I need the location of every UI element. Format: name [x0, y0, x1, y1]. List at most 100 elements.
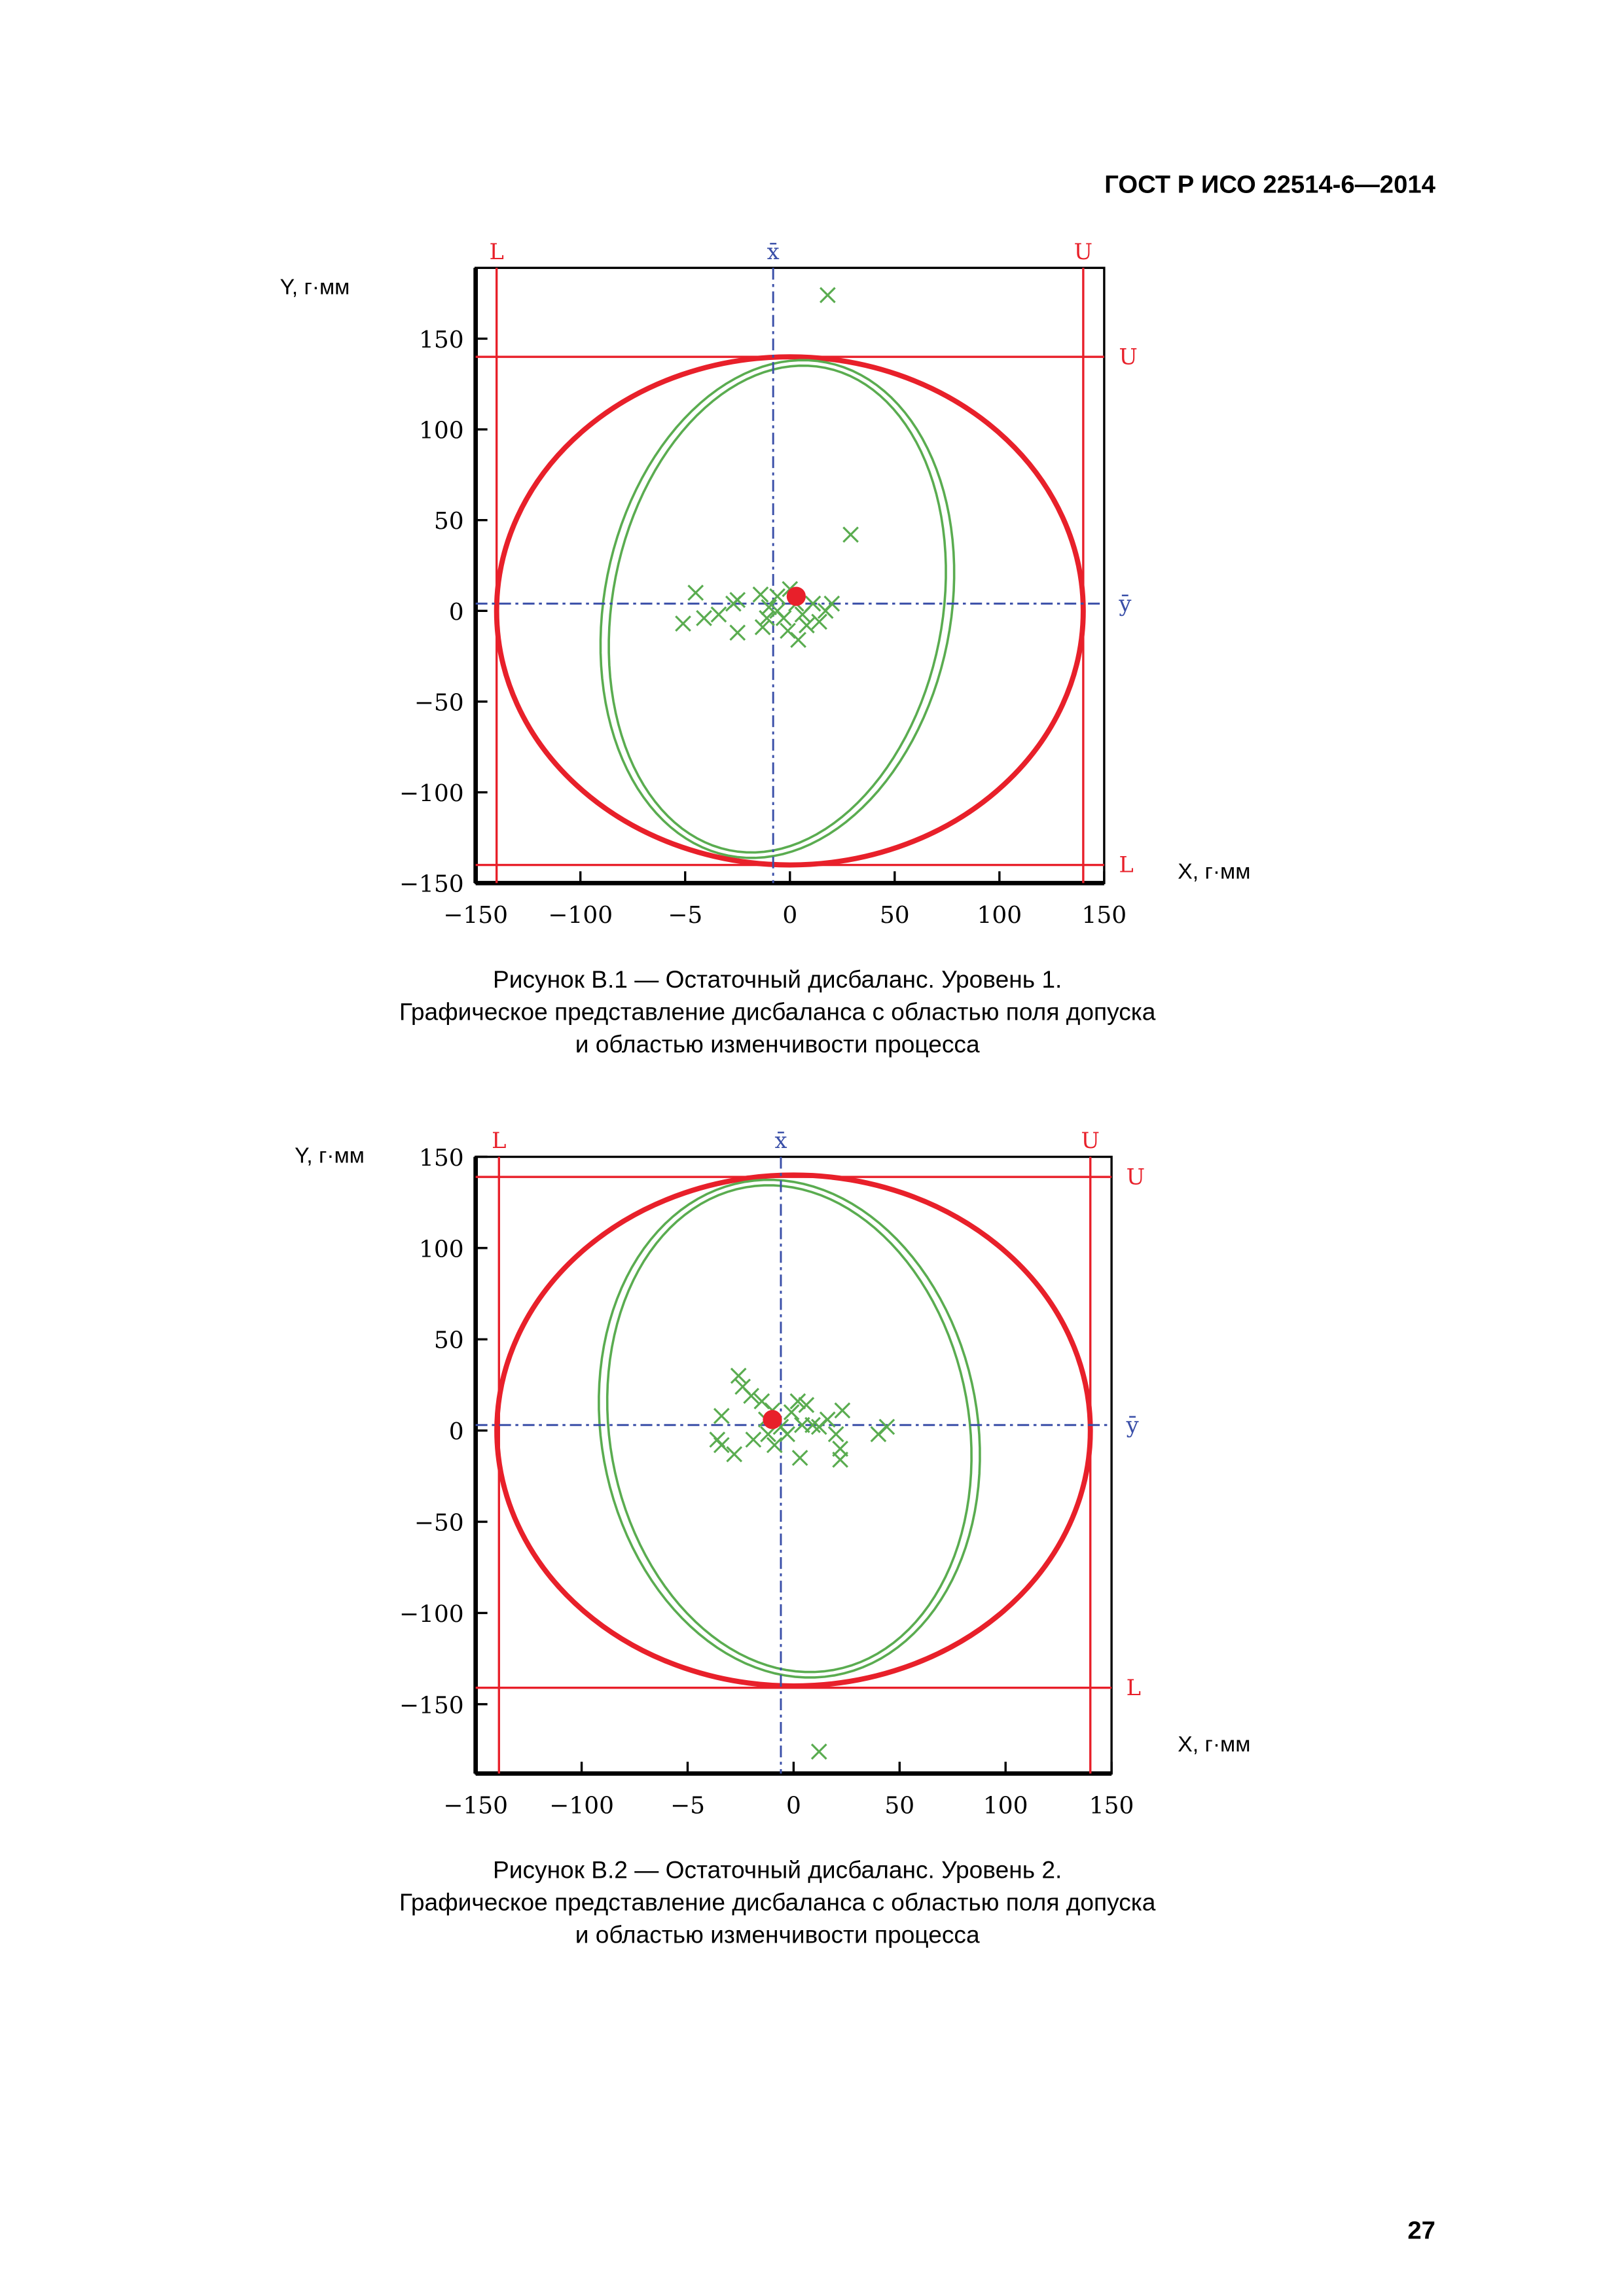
- process-ellipse: [607, 364, 947, 854]
- point-stroke: [783, 1404, 800, 1421]
- tolerance-ellipse: [494, 354, 1086, 868]
- header-title: ГОСТ Р ИСО 22514-6—2014: [1104, 171, 1435, 199]
- point-stroke: [687, 584, 704, 601]
- mean-point: [763, 1410, 782, 1429]
- point: [780, 622, 796, 639]
- point: [730, 1367, 747, 1384]
- point: [798, 1397, 815, 1413]
- point-stroke: [791, 1450, 808, 1466]
- point-stroke: [729, 624, 746, 641]
- point-stroke: [832, 1451, 848, 1468]
- x-tick-label: −150: [443, 902, 508, 929]
- point: [713, 1437, 730, 1454]
- limit-label: U: [1074, 239, 1092, 264]
- point-stroke: [798, 1397, 815, 1413]
- figure-caption: Рисунок В.1 — Остаточный дисбаланс. Уров…: [493, 965, 1062, 993]
- y-tick-label: 100: [419, 418, 464, 444]
- x-tick-label: 0: [782, 902, 797, 929]
- y-tick-label: 50: [434, 1327, 464, 1354]
- point-stroke: [752, 586, 769, 603]
- mean-label: ȳ: [1126, 1412, 1139, 1438]
- point-stroke: [766, 1437, 783, 1454]
- mean-label: x̄: [774, 1128, 787, 1153]
- limit-label: L: [489, 239, 503, 264]
- point: [804, 595, 821, 612]
- point-stroke: [710, 606, 727, 623]
- point-stroke: [811, 613, 827, 630]
- figure-caption: Рисунок В.2 — Остаточный дисбаланс. Уров…: [493, 1856, 1062, 1883]
- point-stroke: [753, 1393, 770, 1410]
- point: [832, 1451, 848, 1468]
- point: [820, 287, 836, 304]
- point: [745, 1431, 762, 1448]
- page-number: 27: [1407, 2216, 1435, 2244]
- point: [766, 1437, 783, 1454]
- figure-caption: Графическое представление дисбаланса с о…: [399, 1888, 1156, 1916]
- point: [696, 610, 712, 626]
- point-stroke: [745, 1431, 762, 1448]
- mean-point: [786, 586, 806, 606]
- point-stroke: [675, 615, 691, 632]
- limit-label: U: [1081, 1128, 1100, 1153]
- point: [769, 588, 785, 605]
- point-stroke: [834, 1402, 851, 1419]
- point: [834, 1402, 851, 1419]
- point-stroke: [713, 1437, 730, 1454]
- point-stroke: [775, 610, 792, 626]
- point: [754, 619, 771, 636]
- x-tick-label: 100: [983, 1792, 1028, 1819]
- limit-label: L: [1119, 852, 1133, 878]
- point: [810, 1743, 827, 1760]
- point: [811, 613, 827, 630]
- y-tick-label: 150: [419, 1145, 464, 1172]
- point: [783, 1404, 800, 1421]
- point-stroke: [759, 610, 775, 626]
- point-stroke: [761, 599, 778, 616]
- point-stroke: [782, 581, 799, 598]
- point-stroke: [779, 1426, 796, 1443]
- point-stroke: [696, 610, 712, 626]
- x-axis-label: X, г·мм: [1178, 1732, 1250, 1757]
- point-stroke: [804, 595, 821, 612]
- x-tick-label: −5: [670, 1792, 705, 1819]
- point: [823, 595, 840, 612]
- point-stroke: [780, 622, 796, 639]
- figure-caption: и областью изменчивости процесса: [575, 1030, 980, 1058]
- point-stroke: [823, 595, 840, 612]
- x-tick-label: 50: [880, 902, 910, 929]
- point-stroke: [713, 1407, 730, 1424]
- x-tick-label: 100: [977, 902, 1022, 929]
- point: [842, 526, 859, 543]
- point-stroke: [820, 287, 836, 304]
- point-stroke: [769, 588, 785, 605]
- x-tick-label: 0: [786, 1792, 801, 1819]
- mean-label: ȳ: [1118, 590, 1131, 616]
- point-stroke: [819, 1411, 836, 1428]
- x-tick-label: 150: [1089, 1792, 1134, 1819]
- process-ellipse: [599, 359, 956, 859]
- tolerance-ellipse: [494, 1172, 1093, 1689]
- point: [725, 595, 742, 612]
- point: [779, 1426, 796, 1443]
- limit-label: L: [492, 1128, 506, 1153]
- point: [713, 1407, 730, 1424]
- point: [743, 1388, 759, 1405]
- x-tick-label: −100: [548, 902, 613, 929]
- y-axis-label: Y, г·мм: [280, 275, 350, 300]
- point: [878, 1418, 895, 1435]
- point: [799, 617, 815, 634]
- point-stroke: [842, 526, 859, 543]
- y-axis-label: Y, г·мм: [295, 1143, 365, 1168]
- point: [804, 1416, 821, 1433]
- y-tick-label: −50: [414, 689, 464, 716]
- point-stroke: [790, 632, 806, 649]
- y-tick-label: −150: [399, 871, 464, 898]
- point: [789, 1393, 806, 1410]
- y-tick-label: −100: [399, 780, 464, 807]
- x-axis-label: X, г·мм: [1178, 859, 1250, 884]
- point: [729, 624, 746, 641]
- point-stroke: [760, 1426, 776, 1443]
